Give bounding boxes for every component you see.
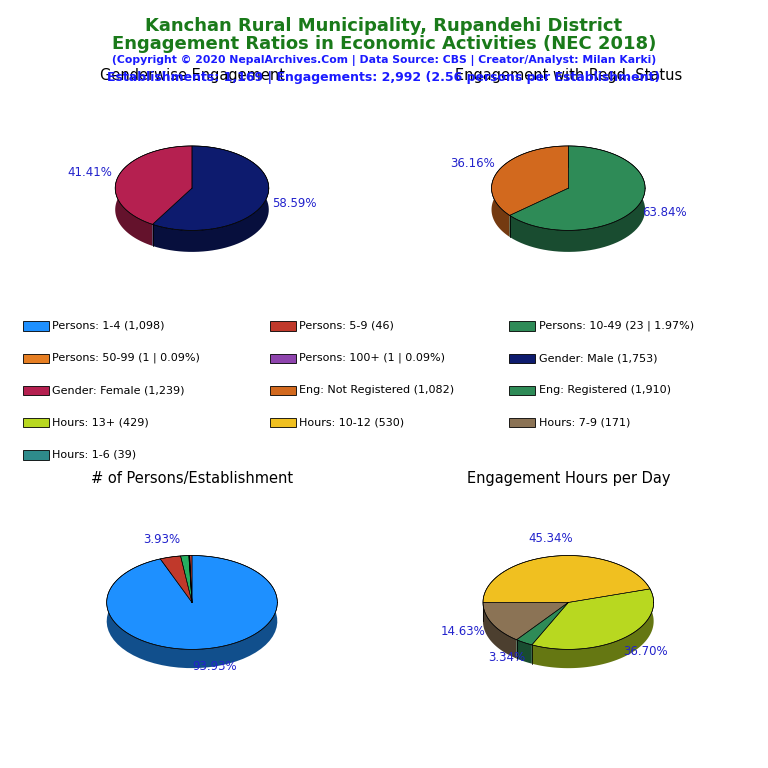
Text: 14.63%: 14.63% (440, 624, 485, 637)
Bar (270, 353, 296, 362)
Polygon shape (483, 602, 568, 640)
Polygon shape (115, 146, 192, 224)
Polygon shape (161, 556, 192, 602)
Text: 3.34%: 3.34% (488, 651, 525, 664)
Text: (Copyright © 2020 NepalArchives.Com | Data Source: CBS | Creator/Analyst: Milan : (Copyright © 2020 NepalArchives.Com | Da… (112, 55, 656, 65)
Text: 93.93%: 93.93% (192, 660, 237, 673)
Polygon shape (517, 602, 568, 645)
Text: Eng: Registered (1,910): Eng: Registered (1,910) (539, 386, 670, 396)
Bar (270, 321, 296, 330)
Title: Engagement with Regd. Status: Engagement with Regd. Status (455, 68, 682, 83)
Polygon shape (115, 146, 192, 246)
Text: Persons: 1-4 (1,098): Persons: 1-4 (1,098) (52, 321, 164, 331)
Polygon shape (510, 146, 645, 252)
Bar (23, 418, 48, 427)
Text: Establishments: 1,169 | Engagements: 2,992 (2.56 persons per Establishment): Establishments: 1,169 | Engagements: 2,9… (108, 71, 660, 84)
Polygon shape (107, 555, 277, 668)
Title: Engagement Hours per Day: Engagement Hours per Day (467, 472, 670, 486)
Text: Hours: 10-12 (530): Hours: 10-12 (530) (300, 418, 404, 428)
Text: 63.84%: 63.84% (642, 207, 687, 219)
Polygon shape (492, 146, 568, 215)
Polygon shape (190, 555, 192, 602)
Polygon shape (107, 555, 277, 650)
Polygon shape (161, 556, 180, 578)
Text: 41.41%: 41.41% (68, 166, 112, 179)
Text: Hours: 13+ (429): Hours: 13+ (429) (52, 418, 149, 428)
Polygon shape (190, 555, 192, 574)
Bar (509, 386, 535, 395)
Title: Genderwise Engagement: Genderwise Engagement (100, 68, 284, 83)
Polygon shape (180, 555, 189, 574)
Polygon shape (153, 146, 269, 230)
Polygon shape (492, 146, 568, 237)
Polygon shape (510, 146, 645, 230)
Polygon shape (517, 640, 531, 664)
Text: 36.16%: 36.16% (450, 157, 495, 170)
Text: 58.59%: 58.59% (272, 197, 316, 210)
Text: 45.34%: 45.34% (529, 532, 574, 545)
Text: Engagement Ratios in Economic Activities (NEC 2018): Engagement Ratios in Economic Activities… (112, 35, 656, 52)
Bar (270, 418, 296, 427)
Polygon shape (189, 555, 192, 602)
Bar (509, 321, 535, 330)
Polygon shape (153, 146, 269, 252)
Polygon shape (531, 589, 654, 668)
Bar (509, 353, 535, 362)
Polygon shape (180, 555, 192, 602)
Bar (23, 353, 48, 362)
Text: Hours: 1-6 (39): Hours: 1-6 (39) (52, 450, 137, 460)
Text: Hours: 7-9 (171): Hours: 7-9 (171) (539, 418, 631, 428)
Bar (23, 321, 48, 330)
Text: Persons: 5-9 (46): Persons: 5-9 (46) (300, 321, 394, 331)
Polygon shape (483, 555, 650, 621)
Text: 3.93%: 3.93% (144, 533, 180, 546)
Text: Gender: Male (1,753): Gender: Male (1,753) (539, 353, 657, 363)
Text: Persons: 100+ (1 | 0.09%): Persons: 100+ (1 | 0.09%) (300, 353, 445, 363)
Text: Persons: 10-49 (23 | 1.97%): Persons: 10-49 (23 | 1.97%) (539, 321, 694, 331)
Polygon shape (483, 602, 517, 658)
Bar (509, 418, 535, 427)
Bar (23, 450, 48, 459)
Text: Eng: Not Registered (1,082): Eng: Not Registered (1,082) (300, 386, 455, 396)
Bar (23, 386, 48, 395)
Text: Kanchan Rural Municipality, Rupandehi District: Kanchan Rural Municipality, Rupandehi Di… (145, 17, 623, 35)
Text: Persons: 50-99 (1 | 0.09%): Persons: 50-99 (1 | 0.09%) (52, 353, 200, 363)
Text: Gender: Female (1,239): Gender: Female (1,239) (52, 386, 185, 396)
Text: 36.70%: 36.70% (623, 645, 667, 658)
Polygon shape (531, 589, 654, 650)
Bar (270, 386, 296, 395)
Title: # of Persons/Establishment: # of Persons/Establishment (91, 472, 293, 486)
Polygon shape (189, 555, 192, 602)
Polygon shape (483, 555, 650, 602)
